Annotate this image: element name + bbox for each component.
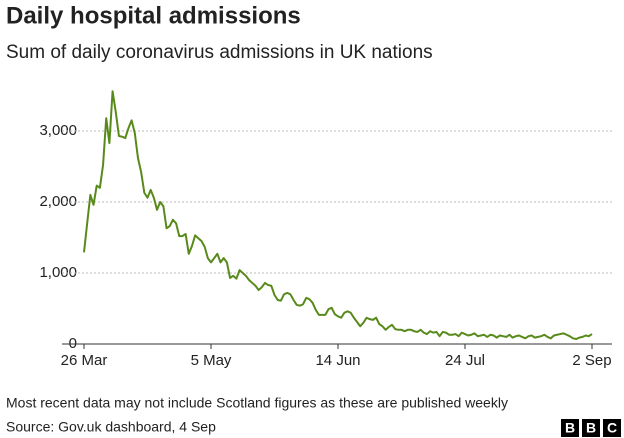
logo-box bbox=[561, 419, 579, 437]
y-tick-label: 0 bbox=[69, 335, 77, 352]
x-tick-label: 14 Jun bbox=[315, 352, 360, 369]
logo-letter: B bbox=[586, 420, 596, 436]
chart-subtitle: Sum of daily coronavirus admissions in U… bbox=[6, 42, 433, 63]
logo: B B C bbox=[561, 419, 621, 437]
source: Source: Gov.uk dashboard, 4 Sep bbox=[6, 419, 216, 435]
logo-letter: C bbox=[607, 420, 617, 436]
y-tick-label: 2,000 bbox=[39, 193, 77, 210]
x-tick-label: 24 Jul bbox=[445, 352, 485, 369]
logo-box bbox=[603, 419, 621, 437]
footnote: Most recent data may not include Scotlan… bbox=[6, 395, 508, 411]
chart-title: Daily hospital admissions bbox=[6, 2, 301, 29]
logo-letter: B bbox=[565, 420, 575, 436]
y-tick-label: 1,000 bbox=[39, 264, 77, 281]
data-line bbox=[83, 90, 593, 341]
x-tick-label: 5 May bbox=[191, 352, 232, 369]
logo-box bbox=[582, 419, 600, 437]
x-tick-label: 26 Mar bbox=[61, 352, 108, 369]
y-tick-label: 3,000 bbox=[39, 122, 77, 139]
x-tick-label: 2 Sep bbox=[572, 352, 611, 369]
